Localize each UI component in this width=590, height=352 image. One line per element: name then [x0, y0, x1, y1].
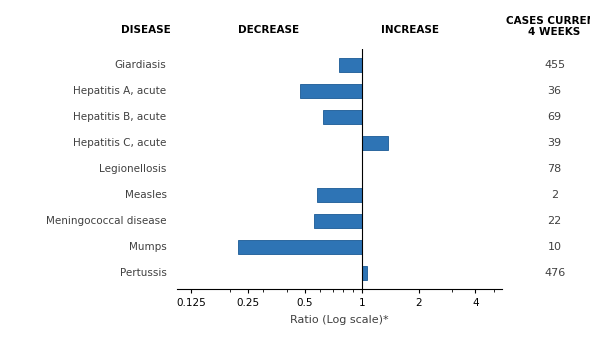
Text: 2: 2	[551, 190, 558, 200]
Text: CASES CURRENT: CASES CURRENT	[506, 17, 590, 26]
Bar	[323, 110, 362, 124]
Text: 36: 36	[548, 86, 562, 96]
Bar	[238, 240, 362, 254]
Text: 22: 22	[548, 216, 562, 226]
Bar	[362, 266, 368, 280]
Text: 4 WEEKS: 4 WEEKS	[529, 27, 581, 37]
Text: DISEASE: DISEASE	[122, 25, 171, 35]
Text: DECREASE: DECREASE	[238, 25, 299, 35]
Text: INCREASE: INCREASE	[381, 25, 439, 35]
Text: 69: 69	[548, 112, 562, 122]
Text: 476: 476	[544, 268, 565, 278]
Text: 78: 78	[548, 164, 562, 174]
Bar	[339, 58, 362, 72]
X-axis label: Ratio (Log scale)*: Ratio (Log scale)*	[290, 315, 389, 325]
Text: 10: 10	[548, 242, 562, 252]
Bar	[314, 214, 362, 228]
Text: 455: 455	[544, 60, 565, 70]
Bar	[362, 136, 388, 150]
Bar	[300, 84, 362, 98]
Bar	[317, 188, 362, 202]
Text: 39: 39	[548, 138, 562, 148]
